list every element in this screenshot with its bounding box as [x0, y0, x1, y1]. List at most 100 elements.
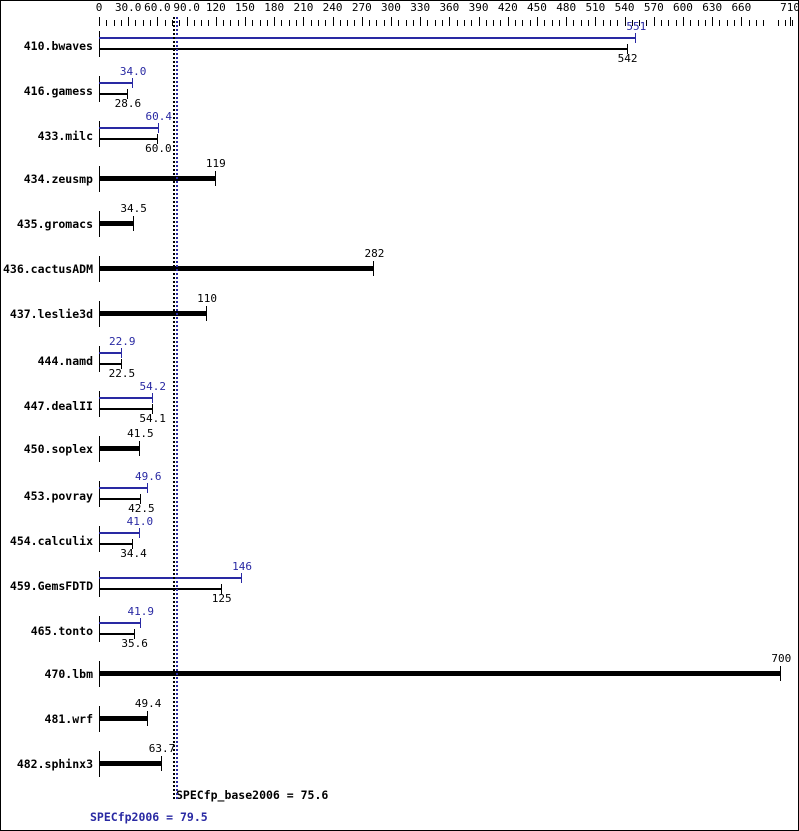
x-axis-major-tick — [537, 17, 538, 26]
benchmark-label: 465.tonto — [30, 624, 93, 638]
benchmark-row: 450.soplex 41.5 — [1, 428, 798, 479]
x-axis-major-tick — [625, 17, 626, 26]
bar-value-label: 41.5 — [127, 427, 154, 440]
x-axis-tick-label: 660 — [731, 1, 752, 14]
benchmark-label: 481.wrf — [44, 712, 93, 726]
bar-peak-base-merged — [99, 311, 207, 316]
bar-peak-value-label: 54.2 — [139, 380, 167, 393]
bar-peak — [99, 37, 636, 39]
x-axis-major-tick — [508, 17, 509, 26]
x-axis-tick-label: 570 — [643, 1, 664, 14]
bar-value-label: 34.5 — [120, 202, 147, 215]
benchmark-label: 437.leslie3d — [9, 307, 93, 321]
x-axis-tick-label: 420 — [497, 1, 518, 14]
bar-peak-value-label: 41.9 — [127, 605, 155, 618]
x-axis-minor-tick — [376, 20, 377, 26]
benchmark-row: 454.calculix 41.0 34.4 — [1, 516, 798, 569]
x-axis-major-tick — [683, 17, 684, 26]
x-axis-major-tick — [595, 17, 596, 26]
benchmark-row: 437.leslie3d 110 — [1, 293, 798, 344]
x-axis-major-tick — [274, 17, 275, 26]
bar-base-value-label: 54.1 — [139, 412, 166, 425]
x-axis-minor-tick — [106, 20, 107, 26]
x-axis-tick-label: 120 — [205, 1, 226, 14]
x-axis-tick-label: 180 — [264, 1, 285, 14]
reference-line-base — [173, 17, 175, 801]
bar-peak-value-label: 551 — [626, 20, 647, 33]
benchmark-row: 434.zeusmp 119 — [1, 158, 798, 209]
x-axis-major-tick — [566, 17, 567, 26]
benchmark-label: 453.povray — [23, 489, 93, 503]
x-axis-major-tick — [216, 17, 217, 26]
x-axis-minor-tick — [690, 20, 691, 26]
bar-peak-base-merged — [99, 671, 781, 676]
x-axis-minor-tick — [719, 20, 720, 26]
bar-peak — [99, 577, 242, 579]
x-axis-tick-label: 30.0 — [114, 1, 142, 14]
x-axis-tick-label: 540 — [614, 1, 635, 14]
bar-base-value-label: 42.5 — [128, 502, 155, 515]
bar-end-cap — [133, 216, 134, 231]
x-axis-major-tick — [449, 17, 450, 26]
bar-peak-end-cap — [140, 618, 141, 628]
x-axis-tick-label: 510 — [585, 1, 606, 14]
bar-peak-base-merged — [99, 221, 133, 226]
x-axis-minor-tick — [661, 20, 662, 26]
benchmark-label: 454.calculix — [9, 534, 93, 548]
bar-peak-base-merged — [99, 761, 161, 766]
x-axis-major-tick — [187, 17, 188, 26]
x-axis-minor-tick — [442, 20, 443, 26]
x-axis-major-tick — [479, 17, 480, 26]
x-axis-minor-tick — [238, 20, 239, 26]
benchmark-label: 416.gamess — [23, 84, 93, 98]
row-baseline-spine — [99, 76, 100, 102]
benchmark-label: 434.zeusmp — [23, 172, 93, 186]
x-axis-minor-tick — [121, 20, 122, 26]
x-axis-minor-tick — [172, 20, 173, 26]
bar-peak-end-cap — [147, 483, 148, 493]
bar-value-label: 110 — [197, 292, 217, 305]
x-axis-minor-tick — [639, 20, 640, 26]
benchmark-label: 450.soplex — [23, 442, 93, 456]
x-axis-tick-label: 240 — [322, 1, 343, 14]
benchmark-label: 447.dealII — [23, 399, 93, 413]
bar-end-cap — [373, 261, 374, 276]
x-axis-tick-label: 710 — [780, 1, 799, 14]
x-axis-major-tick — [391, 17, 392, 26]
row-baseline-spine — [99, 481, 100, 507]
plot-area: 410.bwaves 551 542 416.gamess 34.0 28.6 433.mi… — [1, 21, 798, 781]
x-axis-tick-label: 270 — [351, 1, 372, 14]
bar-peak-end-cap — [635, 33, 636, 43]
x-axis-minor-tick — [150, 20, 151, 26]
x-axis-tick-label: 600 — [673, 1, 693, 14]
x-axis-tick-label: 60.0 — [144, 1, 171, 14]
x-axis-major-tick — [362, 17, 363, 26]
x-axis-minor-tick — [792, 20, 793, 26]
x-axis-minor-tick — [471, 20, 472, 26]
x-axis-tick-label: 450 — [527, 1, 547, 14]
x-axis-minor-tick — [165, 20, 166, 26]
benchmark-label: 410.bwaves — [23, 39, 93, 53]
bar-base — [99, 498, 141, 500]
bar-base-end-cap — [627, 44, 628, 54]
x-axis-minor-tick — [135, 20, 136, 26]
bar-base — [99, 138, 158, 140]
benchmark-row: 453.povray 49.6 42.5 — [1, 471, 798, 524]
x-axis-minor-tick — [260, 20, 261, 26]
x-axis-minor-tick — [515, 20, 516, 26]
x-axis-major-tick — [245, 17, 246, 26]
x-axis-tick-label: 390 — [468, 1, 489, 14]
x-axis-minor-tick — [427, 20, 428, 26]
x-axis-minor-tick — [603, 20, 604, 26]
bar-base-end-cap — [157, 134, 158, 144]
x-axis-minor-tick — [143, 20, 144, 26]
x-axis-minor-tick — [325, 20, 326, 26]
bar-peak-value-label: 22.9 — [109, 335, 136, 348]
x-axis-minor-tick — [201, 20, 202, 26]
bar-base-end-cap — [132, 539, 133, 549]
x-axis-tick-label: 360 — [439, 1, 460, 14]
bar-peak-end-cap — [152, 393, 153, 403]
x-axis-minor-tick — [230, 20, 231, 26]
x-axis-major-tick — [157, 17, 158, 26]
